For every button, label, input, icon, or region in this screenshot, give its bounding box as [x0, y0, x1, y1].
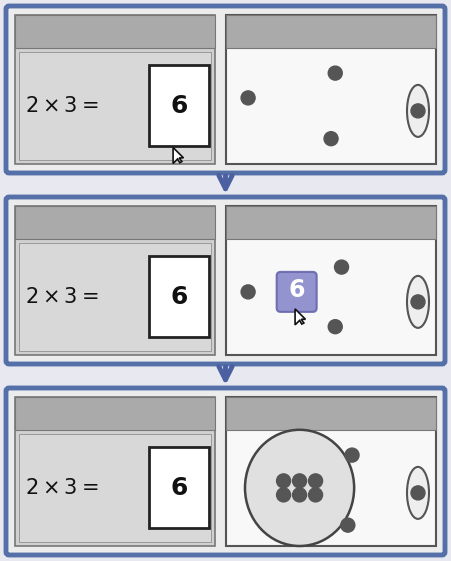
Text: 6: 6	[170, 285, 188, 309]
Circle shape	[276, 488, 290, 502]
Circle shape	[276, 474, 290, 488]
Bar	[226, 397, 436, 430]
Circle shape	[411, 295, 425, 309]
Bar	[15, 206, 215, 355]
Bar	[15, 206, 215, 239]
Ellipse shape	[407, 276, 429, 328]
FancyBboxPatch shape	[6, 6, 445, 173]
Circle shape	[241, 285, 255, 299]
FancyBboxPatch shape	[6, 197, 445, 364]
Bar	[15, 397, 215, 546]
Text: $2\times3=$: $2\times3=$	[25, 287, 99, 307]
Ellipse shape	[407, 467, 429, 519]
Circle shape	[341, 518, 355, 532]
Circle shape	[293, 488, 307, 502]
Circle shape	[328, 320, 342, 334]
Text: 6: 6	[170, 476, 188, 500]
Bar	[15, 15, 215, 164]
Circle shape	[293, 474, 307, 488]
Circle shape	[335, 260, 349, 274]
Bar	[226, 206, 436, 239]
Circle shape	[308, 474, 322, 488]
Bar	[149, 65, 209, 146]
Bar	[15, 15, 215, 48]
Text: 6: 6	[289, 278, 305, 302]
Text: 6: 6	[170, 94, 188, 118]
Circle shape	[328, 66, 342, 80]
Bar	[226, 15, 436, 164]
Bar	[226, 206, 436, 355]
Bar	[19, 243, 211, 351]
FancyBboxPatch shape	[6, 388, 445, 555]
Bar	[149, 447, 209, 528]
Circle shape	[411, 486, 425, 500]
Bar	[19, 434, 211, 542]
Text: $2\times3=$: $2\times3=$	[25, 478, 99, 498]
Circle shape	[324, 132, 338, 146]
Bar	[226, 15, 436, 48]
Bar	[149, 256, 209, 338]
Bar	[15, 397, 215, 430]
Polygon shape	[173, 148, 184, 163]
Bar	[226, 397, 436, 546]
Circle shape	[345, 448, 359, 462]
Text: $2\times3=$: $2\times3=$	[25, 96, 99, 116]
Circle shape	[241, 91, 255, 105]
Bar	[19, 52, 211, 160]
Circle shape	[308, 488, 322, 502]
Polygon shape	[295, 309, 305, 325]
Ellipse shape	[407, 85, 429, 137]
Ellipse shape	[245, 430, 354, 546]
FancyBboxPatch shape	[276, 272, 317, 312]
Circle shape	[411, 104, 425, 118]
